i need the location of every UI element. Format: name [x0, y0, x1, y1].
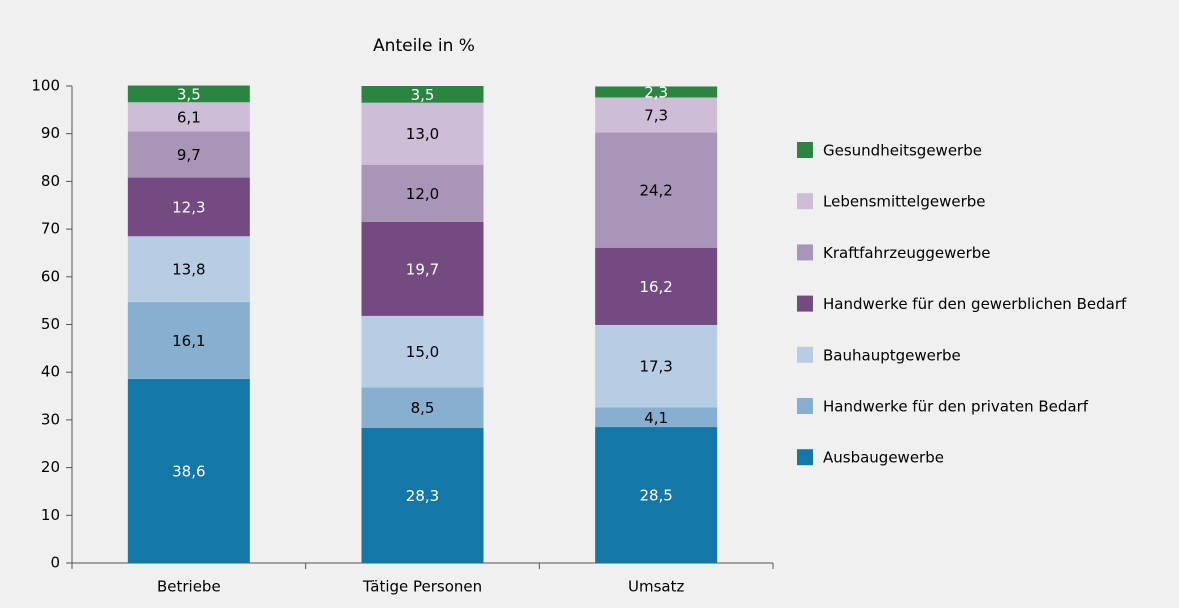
- bar-segment: [127, 177, 250, 237]
- legend-label: Kraftfahrzeuggewerbe: [823, 244, 991, 262]
- bar-segment: [361, 387, 484, 429]
- legend-label: Lebensmittelgewerbe: [823, 193, 986, 211]
- legend-label: Gesundheitsgewerbe: [823, 142, 982, 160]
- value-label: 16,1: [172, 332, 205, 350]
- bar-segment: [127, 378, 250, 563]
- y-tick-label: 70: [41, 220, 60, 238]
- value-label: 17,3: [639, 358, 672, 376]
- y-tick-label: 40: [41, 363, 60, 381]
- legend-swatch: [797, 244, 813, 261]
- value-label: 19,7: [406, 260, 439, 278]
- bar-segment: [595, 86, 718, 98]
- value-label: 12,0: [406, 185, 439, 203]
- value-label: 28,3: [406, 487, 439, 505]
- bar-segment: [595, 324, 718, 408]
- bar-segment: [361, 164, 484, 222]
- bar-segment: [595, 132, 718, 248]
- y-tick-label: 60: [41, 267, 60, 285]
- value-label: 7,3: [644, 106, 668, 124]
- y-tick-label: 20: [41, 458, 60, 476]
- value-label: 2,3: [644, 83, 668, 101]
- x-tick-label: Tätige Personen: [362, 578, 482, 596]
- bar-segment: [127, 102, 250, 132]
- legend-label: Handwerke für den privaten Bedarf: [823, 398, 1089, 416]
- bar-segment: [127, 302, 250, 379]
- x-tick-label: Umsatz: [628, 578, 684, 596]
- value-label: 24,2: [639, 181, 672, 199]
- legend-swatch: [797, 346, 813, 363]
- value-label: 13,0: [406, 125, 439, 143]
- bar-segment: [361, 315, 484, 388]
- bar-segment: [595, 247, 718, 325]
- value-label: 9,7: [177, 146, 201, 164]
- legend-label: Handwerke für den gewerblichen Bedarf: [823, 295, 1127, 313]
- value-label: 8,5: [411, 399, 435, 417]
- bar-segment: [127, 131, 250, 178]
- value-label: 13,8: [172, 261, 205, 279]
- y-tick-label: 10: [41, 506, 60, 524]
- legend-swatch: [797, 142, 813, 158]
- legend-swatch: [797, 193, 813, 210]
- bar-segment: [127, 236, 250, 303]
- y-tick-label: 30: [41, 410, 60, 428]
- legend-label: Ausbaugewerbe: [823, 449, 944, 467]
- value-label: 3,5: [411, 86, 435, 104]
- bar-segment: [361, 102, 484, 165]
- y-tick-label: 50: [41, 315, 60, 333]
- legend-swatch: [797, 398, 813, 414]
- bar-segment: [361, 428, 484, 563]
- bar-segment: [595, 427, 718, 563]
- value-label: 16,2: [639, 278, 672, 296]
- chart-title: Anteile in %: [373, 36, 475, 56]
- bar-segment: [127, 85, 250, 103]
- bar-segment: [595, 407, 718, 428]
- legend-swatch: [797, 295, 813, 312]
- value-label: 4,1: [644, 409, 668, 427]
- value-label: 38,6: [172, 462, 205, 480]
- bar-segment: [361, 86, 484, 103]
- value-label: 12,3: [172, 198, 205, 216]
- value-label: 3,5: [177, 85, 201, 103]
- legend-label: Bauhauptgewerbe: [823, 346, 961, 364]
- legend-swatch: [797, 449, 813, 466]
- y-tick-label: 0: [50, 554, 60, 572]
- y-tick-label: 100: [31, 77, 60, 95]
- bar-segment: [361, 221, 484, 316]
- y-tick-label: 80: [41, 172, 60, 190]
- value-label: 28,5: [639, 487, 672, 505]
- bar-segment: [595, 97, 718, 133]
- x-tick-label: Betriebe: [157, 578, 221, 596]
- value-label: 6,1: [177, 108, 201, 126]
- value-label: 15,0: [406, 343, 439, 361]
- y-tick-label: 90: [41, 124, 60, 142]
